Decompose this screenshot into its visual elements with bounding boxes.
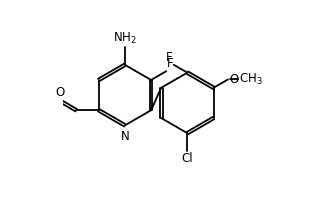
Text: F: F — [166, 51, 173, 64]
Text: Cl: Cl — [182, 152, 193, 165]
Text: O: O — [229, 73, 238, 86]
Text: N: N — [121, 130, 130, 143]
Text: F: F — [167, 57, 174, 70]
Text: NH$_2$: NH$_2$ — [113, 31, 137, 46]
Text: CH$_3$: CH$_3$ — [239, 72, 262, 87]
Text: O: O — [55, 87, 65, 99]
